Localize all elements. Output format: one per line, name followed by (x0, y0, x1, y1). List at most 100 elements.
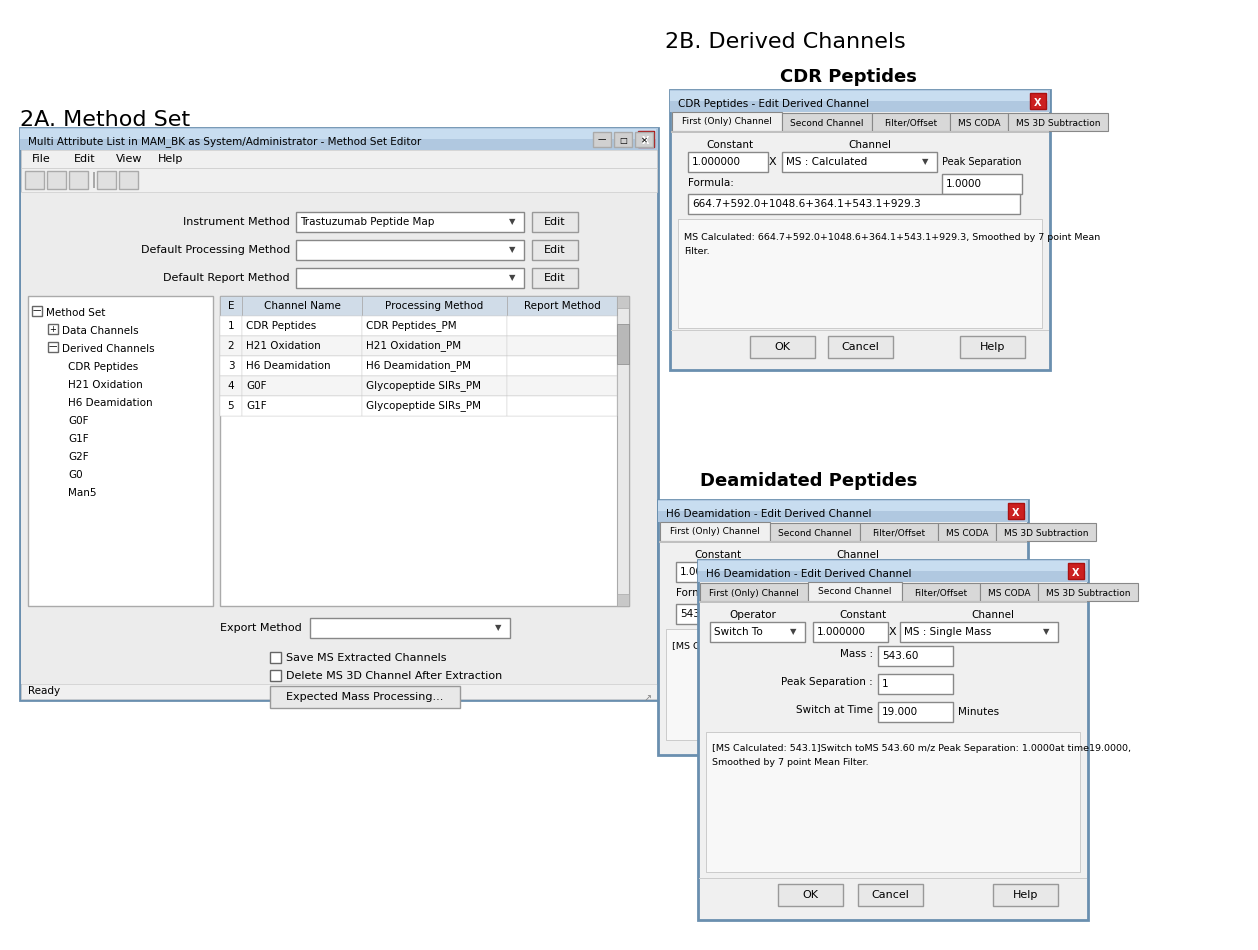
Text: H21 Oxidation_PM: H21 Oxidation_PM (366, 340, 462, 352)
Bar (770, 562, 925, 582)
Text: ▼: ▼ (508, 245, 516, 255)
Text: Export Method: Export Method (220, 623, 302, 633)
Text: 3: 3 (228, 361, 234, 371)
Bar (782, 152, 937, 172)
Text: Operator: Operator (730, 610, 776, 620)
Text: G1F: G1F (68, 434, 88, 444)
Text: File: File (31, 154, 50, 164)
Text: G1F: G1F (247, 401, 267, 411)
Bar (21, 684, 657, 699)
Text: MS Calculated: 664.7+592.0+1048.6+364.1+543.1+929.3, Smoothed by 7 point Mean: MS Calculated: 664.7+592.0+1048.6+364.1+… (684, 233, 1101, 242)
Bar (706, 732, 1081, 872)
Bar (858, 884, 923, 906)
Text: H6 Deamidation: H6 Deamidation (68, 398, 152, 408)
Bar (699, 583, 808, 601)
Text: Channel: Channel (837, 550, 879, 560)
Text: MS CODA: MS CODA (957, 119, 1000, 127)
Text: Save MS Extracted Channels: Save MS Extracted Channels (286, 653, 447, 663)
Text: ▼: ▼ (790, 628, 796, 636)
Bar (220, 376, 242, 396)
Text: Help: Help (1013, 890, 1038, 900)
Bar (362, 356, 507, 376)
Text: Default Report Method: Default Report Method (164, 273, 291, 283)
Bar (220, 376, 616, 396)
Text: CDR Peptides: CDR Peptides (68, 362, 138, 372)
Bar (616, 324, 629, 364)
Bar (270, 652, 281, 663)
Bar (1038, 583, 1138, 601)
Bar (362, 316, 507, 336)
Bar (698, 560, 1088, 582)
Bar (672, 112, 782, 131)
Text: Channel: Channel (971, 610, 1014, 620)
Text: MS : Calculated: MS : Calculated (786, 157, 867, 167)
Bar (878, 646, 954, 666)
Bar (1030, 93, 1045, 109)
Text: Switch at Time: Switch at Time (796, 705, 873, 715)
Text: MS : Single Mass: MS : Single Mass (905, 627, 991, 637)
Bar (688, 194, 1020, 214)
Text: Filter.: Filter. (684, 247, 710, 256)
Bar (658, 501, 1027, 511)
Text: Instrument Method: Instrument Method (184, 217, 291, 227)
Text: Help: Help (980, 342, 1005, 352)
Text: 19.000: 19.000 (882, 707, 918, 717)
Bar (48, 342, 58, 352)
Text: E: E (228, 301, 234, 311)
Bar (220, 356, 616, 376)
Text: —: — (33, 307, 42, 315)
Bar (507, 376, 616, 396)
Text: G0F: G0F (247, 381, 267, 391)
Text: H6 Deamidation - Edit Derived Channel: H6 Deamidation - Edit Derived Channel (665, 509, 872, 519)
Bar (698, 561, 1086, 571)
Text: ▼: ▼ (494, 623, 501, 633)
Text: ✕: ✕ (640, 136, 648, 144)
Bar (220, 396, 242, 416)
Bar (362, 376, 507, 396)
Text: 543.1: 543.1 (681, 609, 710, 619)
Text: H6 Deamidation_PM: H6 Deamidation_PM (366, 361, 470, 371)
Text: Filter/Offset: Filter/Offset (915, 588, 967, 598)
Bar (671, 91, 1048, 101)
Bar (220, 296, 616, 316)
Text: Processing Method: Processing Method (385, 301, 483, 311)
Bar (21, 192, 657, 684)
Text: Edit: Edit (545, 217, 566, 227)
Text: 1.000000: 1.000000 (692, 157, 741, 167)
Text: H6 Deamidation: H6 Deamidation (247, 361, 331, 371)
Text: 1: 1 (882, 679, 888, 689)
Text: Peak Separation :: Peak Separation : (781, 677, 873, 687)
Bar (678, 219, 1042, 328)
Text: Expected Mass Processing...: Expected Mass Processing... (287, 692, 444, 702)
Text: G0F: G0F (68, 416, 88, 426)
Text: ▼: ▼ (508, 274, 516, 282)
Bar (532, 212, 577, 232)
Bar (47, 171, 65, 189)
Text: Formula:: Formula: (688, 178, 733, 188)
Bar (242, 316, 362, 336)
Bar (21, 150, 657, 168)
Text: 664.7+592.0+1048.6+364.1+543.1+929.3: 664.7+592.0+1048.6+364.1+543.1+929.3 (692, 199, 921, 209)
Bar (220, 316, 242, 336)
Text: Second Channel: Second Channel (779, 528, 852, 538)
Bar (20, 128, 658, 150)
Bar (813, 622, 888, 642)
Text: [MS Calculated: 543.1]: [MS Calculated: 543.1] (672, 641, 781, 650)
Text: MS CODA: MS CODA (946, 528, 989, 538)
Bar (930, 584, 1010, 604)
Bar (828, 336, 893, 358)
Text: 2: 2 (228, 341, 234, 351)
Bar (20, 129, 655, 139)
Text: Switch To: Switch To (715, 627, 762, 637)
Bar (676, 562, 756, 582)
Text: Peak Separation: Peak Separation (942, 157, 1021, 167)
Bar (808, 582, 902, 601)
Bar (20, 128, 658, 700)
Bar (362, 296, 507, 316)
Bar (665, 629, 1020, 740)
Bar (878, 702, 954, 722)
Text: Edit: Edit (545, 273, 566, 283)
Bar (296, 212, 525, 232)
Bar (69, 171, 88, 189)
Text: 4: 4 (228, 381, 234, 391)
